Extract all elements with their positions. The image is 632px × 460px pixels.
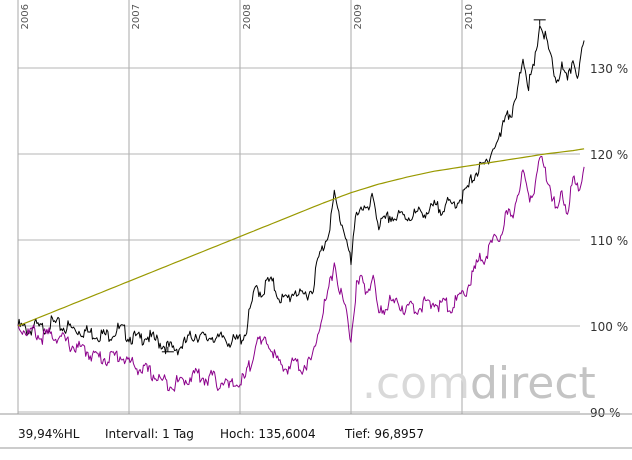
markers-group (161, 19, 546, 353)
series-group (17, 25, 585, 392)
interval-text: Intervall: 1 Tag (105, 427, 194, 441)
footer: 39,94%HL Intervall: 1 Tag Hoch: 135,6004… (18, 427, 424, 441)
series-line-3 (17, 148, 585, 327)
series-line-2 (17, 156, 585, 392)
x-tick-label-2008: 2008 (242, 4, 253, 29)
low-text: Tief: 96,8957 (344, 427, 424, 441)
change-text: 39,94%HL (18, 427, 80, 441)
y-tick-label-100: 100 % (590, 320, 628, 334)
comdirect-watermark: .comdirect (362, 358, 596, 409)
y-tick-label-110: 110 % (590, 234, 628, 248)
y-tick-label-120: 120 % (590, 148, 628, 162)
x-tick-label-2010: 2010 (464, 4, 475, 29)
high-text: Hoch: 135,6004 (220, 427, 316, 441)
x-tick-label-2009: 2009 (353, 4, 364, 29)
y-axis-labels: 90 % 100 % 110 % 120 % 130 % (590, 62, 628, 420)
y-tick-label-90: 90 % (590, 406, 621, 420)
grid-lines (17, 0, 580, 414)
x-tick-label-2006: 2006 (20, 4, 31, 29)
x-axis-labels: 2006 2007 2008 2009 2010 (20, 4, 475, 29)
series-line-1 (17, 25, 585, 356)
watermark-text: .comdirect (362, 358, 596, 409)
x-tick-label-2007: 2007 (131, 4, 142, 29)
y-tick-label-130: 130 % (590, 62, 628, 76)
